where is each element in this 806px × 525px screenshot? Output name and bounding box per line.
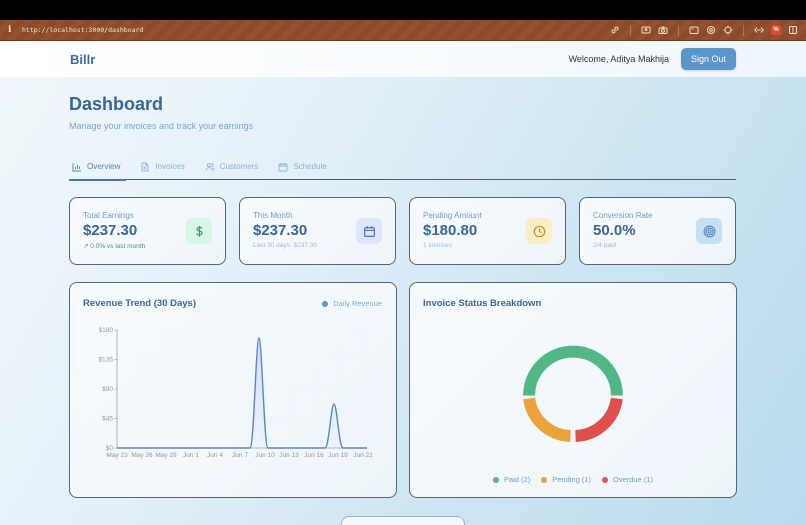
svg-text:Jun 19: Jun 19 xyxy=(328,452,348,459)
sign-out-button[interactable]: Sign Out xyxy=(680,48,736,70)
stats-row: Total Earnings $237.30 ↗ 0.0% vs last mo… xyxy=(69,197,737,265)
os-top-bar xyxy=(0,0,806,20)
stat-value: $180.80 xyxy=(423,222,478,239)
browser-address-bar: i http://localhost:3000/dashboard % xyxy=(0,20,806,41)
svg-text:$0: $0 xyxy=(106,445,114,452)
stat-sub: ↗ 0.0% vs last month xyxy=(83,243,146,250)
legend-item-pending[interactable]: Pending (1) xyxy=(541,475,591,484)
svg-text:May 23: May 23 xyxy=(106,452,128,459)
stat-sub: Last 30 days: $237.30 xyxy=(253,242,317,249)
chart-title: Invoice Status Breakdown xyxy=(423,298,542,309)
chart-title: Revenue Trend (30 Days) xyxy=(83,298,196,309)
tab-overview[interactable]: Overview xyxy=(69,154,127,181)
legend-label: Daily Revenue xyxy=(333,299,382,308)
top-navbar: Billr Welcome, Aditya Makhija Sign Out xyxy=(0,41,806,77)
tab-invoices[interactable]: Invoices xyxy=(137,154,187,179)
svg-text:$90: $90 xyxy=(102,386,113,393)
legend-dot xyxy=(541,476,548,483)
page-title: Dashboard xyxy=(69,94,164,114)
svg-text:May 29: May 29 xyxy=(155,452,177,459)
camera-icon[interactable] xyxy=(658,25,668,35)
legend-dot xyxy=(602,476,608,483)
donut-slice-pending xyxy=(523,397,571,442)
users-icon xyxy=(205,162,215,171)
tab-customers[interactable]: Customers xyxy=(202,154,262,179)
revenue-line-chart[interactable]: $180 $135 $90 $45 $0 May 23 May 26 May 2… xyxy=(70,283,398,499)
svg-text:Jun 4: Jun 4 xyxy=(207,452,223,459)
stat-label: Pending Amount xyxy=(423,211,482,220)
tab-label: Overview xyxy=(87,162,121,171)
trend-up-icon: ↗ xyxy=(83,243,91,250)
info-icon[interactable]: i xyxy=(8,25,12,35)
svg-text:$180: $180 xyxy=(99,327,114,334)
revenue-trend-card: Revenue Trend (30 Days) Daily Revenue xyxy=(69,282,397,498)
legend-item-overdue[interactable]: Overdue (1) xyxy=(602,475,653,484)
target-icon xyxy=(696,218,722,244)
tab-schedule[interactable]: Schedule xyxy=(275,154,329,179)
svg-text:Jun 16: Jun 16 xyxy=(304,452,324,459)
code-icon[interactable] xyxy=(754,25,764,35)
tab-label: Schedule xyxy=(293,162,327,171)
svg-text:Jun 10: Jun 10 xyxy=(255,452,275,459)
svg-text:$135: $135 xyxy=(99,357,114,364)
svg-text:Jun 22: Jun 22 xyxy=(353,452,373,459)
toolbar-divider xyxy=(630,24,631,36)
chart-legend: Daily Revenue xyxy=(322,299,382,308)
welcome-text: Welcome, Aditya Makhija xyxy=(568,54,669,64)
stat-card-this-month: This Month $237.30 Last 30 days: $237.30 xyxy=(239,197,396,265)
donut-slice-paid xyxy=(523,345,623,396)
stat-card-pending-amount: Pending Amount $180.80 1 invoices xyxy=(409,197,566,265)
extension-badge-icon[interactable]: % xyxy=(771,25,781,35)
page-subtitle: Manage your invoices and track your earn… xyxy=(69,121,254,131)
calendar-icon xyxy=(278,162,288,171)
stat-label: Total Earnings xyxy=(83,211,134,220)
tab-label: Invoices xyxy=(155,162,185,171)
stat-value: $237.30 xyxy=(253,222,308,239)
legend-label: Overdue (1) xyxy=(613,475,654,484)
stat-label: Conversion Rate xyxy=(593,211,653,220)
bar-chart-icon xyxy=(72,162,81,171)
stat-value: $237.30 xyxy=(83,222,138,239)
invoice-status-card: Invoice Status Breakdown Paid (2) Pendin… xyxy=(409,282,737,498)
stat-value: 50.0% xyxy=(593,222,636,239)
svg-text:$45: $45 xyxy=(102,416,113,423)
toolbar-divider xyxy=(678,24,679,36)
tab-label: Customers xyxy=(219,162,259,171)
stat-label: This Month xyxy=(253,211,293,220)
legend-label: Paid (2) xyxy=(503,475,531,484)
status-donut-chart[interactable] xyxy=(410,283,738,499)
calendar-icon xyxy=(356,218,382,244)
browser-toolbar: % xyxy=(610,24,798,36)
crosshair-icon[interactable] xyxy=(723,25,733,35)
donut-legend: Paid (2) Pending (1) Overdue (1) xyxy=(410,475,736,484)
url-field[interactable]: http://localhost:3000/dashboard xyxy=(22,26,144,34)
user-area: Welcome, Aditya Makhija Sign Out xyxy=(569,48,736,70)
file-text-icon xyxy=(141,162,149,171)
stat-sub: 1 invoices xyxy=(423,242,452,249)
dashboard-page: Billr Welcome, Aditya Makhija Sign Out D… xyxy=(0,41,806,525)
svg-text:Jun 13: Jun 13 xyxy=(279,452,299,459)
stat-card-total-earnings: Total Earnings $237.30 ↗ 0.0% vs last mo… xyxy=(69,197,226,265)
brand-logo[interactable]: Billr xyxy=(70,51,96,67)
legend-label: Pending (1) xyxy=(552,475,591,484)
stat-sub: 2/4 paid xyxy=(593,242,617,249)
stat-card-conversion-rate: Conversion Rate 50.0% 2/4 paid xyxy=(579,197,736,265)
svg-text:Jun 1: Jun 1 xyxy=(183,452,199,459)
donut-slice-overdue xyxy=(575,397,623,442)
legend-dot xyxy=(322,300,329,307)
svg-text:Jun 7: Jun 7 xyxy=(232,452,248,459)
legend-dot xyxy=(492,476,499,483)
svg-text:May 26: May 26 xyxy=(131,452,153,459)
link-icon[interactable] xyxy=(610,25,620,35)
settings-icon[interactable] xyxy=(706,25,716,35)
terminal-icon[interactable] xyxy=(689,25,699,35)
dollar-icon xyxy=(186,218,212,244)
clock-icon xyxy=(526,218,552,244)
legend-item-paid[interactable]: Paid (2) xyxy=(492,475,531,484)
split-view-icon[interactable] xyxy=(788,25,798,35)
partial-card-below xyxy=(341,516,465,525)
screenshot-icon[interactable] xyxy=(641,25,651,35)
toolbar-divider xyxy=(743,24,744,36)
dashboard-tabs: Overview Invoices Customers Schedule xyxy=(69,154,736,181)
